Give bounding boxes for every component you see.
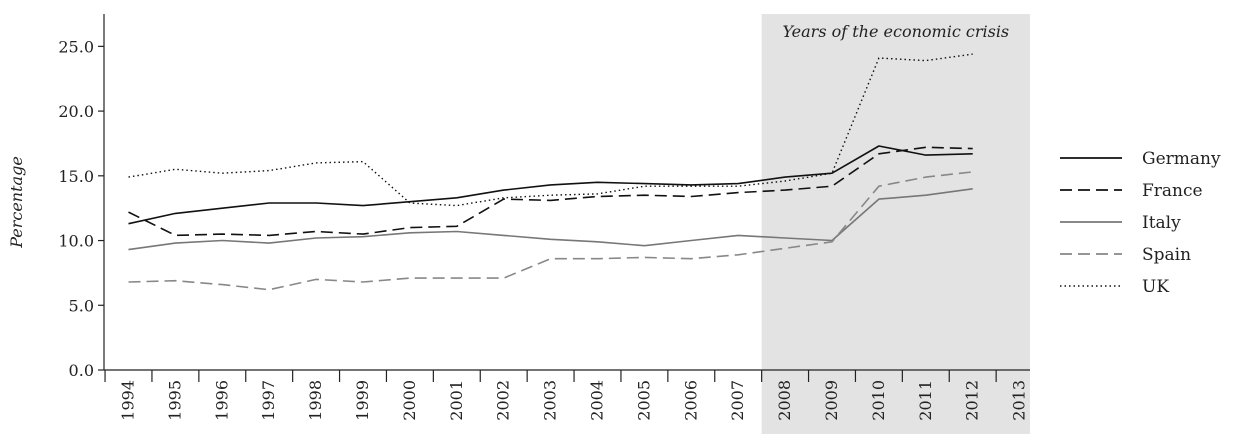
x-tick-label: 2004 — [588, 380, 607, 421]
legend-label-spain: Spain — [1142, 245, 1191, 265]
x-tick-label: 2003 — [541, 380, 560, 421]
x-tick-label: 1998 — [306, 380, 325, 421]
x-tick-label: 2000 — [400, 380, 419, 421]
y-tick-label: 0.0 — [69, 361, 94, 380]
y-axis-title: Percentage — [7, 156, 26, 249]
crisis-shaded-region — [761, 14, 1030, 434]
x-tick-label: 2007 — [728, 380, 747, 421]
x-tick-label: 1994 — [119, 380, 138, 421]
x-tick-label: 2012 — [963, 380, 982, 421]
y-tick-label: 15.0 — [58, 167, 94, 186]
x-tick-label: 2010 — [869, 380, 888, 421]
x-tick-label: 1996 — [212, 380, 231, 421]
x-tick-label: 2011 — [916, 380, 935, 421]
x-tick-label: 1999 — [353, 380, 372, 421]
y-tick-label: 5.0 — [69, 296, 94, 315]
x-tick-label: 2009 — [822, 380, 841, 421]
x-tick-label: 2002 — [494, 380, 513, 421]
legend-label-uk: UK — [1142, 277, 1169, 297]
legend-label-italy: Italy — [1142, 213, 1181, 233]
series-line-italy — [128, 188, 973, 251]
x-tick-label: 1995 — [165, 380, 184, 421]
x-tick-label: 2001 — [447, 380, 466, 421]
legend-label-germany: Germany — [1142, 149, 1221, 169]
crisis-region-label: Years of the economic crisis — [782, 22, 1009, 41]
legend-label-france: France — [1142, 181, 1203, 201]
x-tick-label: 2008 — [775, 380, 794, 421]
y-tick-label: 10.0 — [58, 232, 94, 251]
series-line-germany — [128, 145, 973, 225]
y-tick-label: 20.0 — [58, 102, 94, 121]
x-tick-label: 2005 — [634, 380, 653, 421]
series-line-france — [128, 146, 973, 237]
series-line-spain — [128, 171, 973, 291]
x-tick-label: 2013 — [1010, 380, 1029, 421]
x-tick-label: 1997 — [259, 380, 278, 421]
y-tick-label: 25.0 — [58, 37, 94, 56]
x-tick-label: 2006 — [681, 380, 700, 421]
